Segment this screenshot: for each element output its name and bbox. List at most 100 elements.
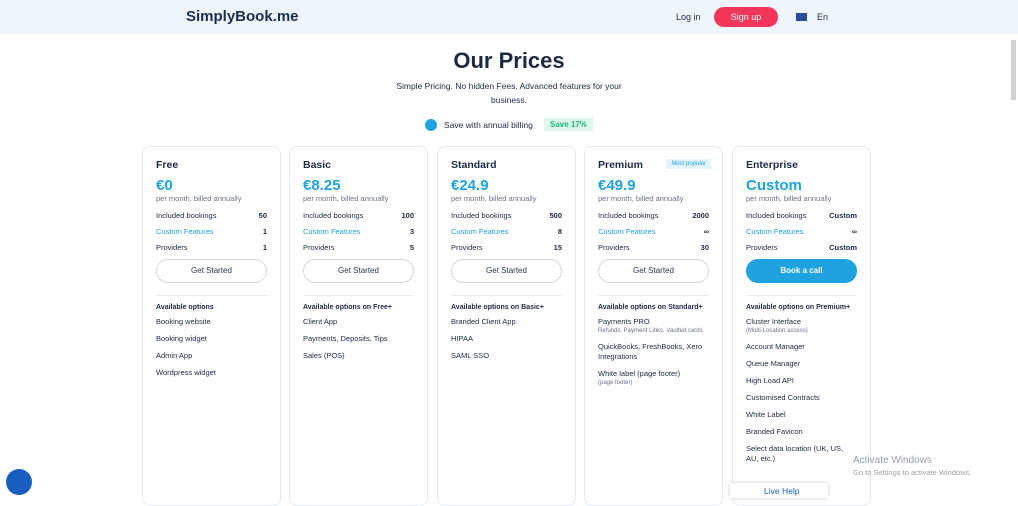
feature-row: Included bookings 50 [156, 211, 267, 220]
plan-period: per month, billed annually [156, 194, 242, 203]
feature-row: Providers 1 [156, 243, 267, 252]
feature-row: Custom Features 3 [303, 227, 414, 236]
plan-price: €8.25 [303, 177, 341, 194]
watermark-title: Activate Windows [853, 455, 932, 466]
plan-button[interactable]: Get Started [303, 259, 414, 283]
option-text: HIPAA [451, 334, 473, 343]
subtitle: Simple Pricing. No hidden Fees. Advanced… [396, 81, 622, 105]
plan-period: per month, billed annually [598, 194, 684, 203]
plan-card: Premium Most popular €49.9 per month, bille… [584, 146, 723, 506]
option-text: Queue Manager [746, 359, 801, 368]
feature-label: Custom Features [451, 227, 509, 236]
feature-label: Custom Features [746, 227, 804, 236]
feature-label: Custom Features [598, 227, 656, 236]
plan-period: per month, billed annually [746, 194, 832, 203]
plan-card: Standard €24.9 per month, billed annually I… [437, 146, 576, 506]
option: White label (page footer) (page footer) [598, 369, 709, 387]
option-note: (Multi-Location access) [746, 328, 808, 334]
plan-badge: Most popular [666, 159, 711, 169]
plan-price: €49.9 [598, 177, 636, 194]
option-note: Refunds, Payment Links, Vaulted cards [598, 328, 703, 334]
plan-card: Enterprise Custom per month, billed annual… [732, 146, 871, 506]
options-title: Available options on Basic+ [451, 304, 544, 311]
option-text: Payments, Deposits, Tips [303, 334, 388, 343]
feature-value: 1 [262, 227, 267, 236]
plan-name: Free [156, 159, 179, 171]
plan-price: Custom [746, 177, 802, 194]
feature-label: Providers [156, 243, 188, 252]
feature-value: 500 [549, 211, 562, 220]
option: Payments, Deposits, Tips [303, 334, 414, 344]
feature-value: 100 [401, 211, 414, 220]
plan-button[interactable]: Get Started [598, 259, 709, 283]
option: QuickBooks, FreshBooks, Xero Integration… [598, 342, 709, 362]
feature-value: ∞ [851, 227, 857, 236]
feature-value: ∞ [703, 227, 709, 236]
save-badge: Save 17% [544, 118, 593, 131]
option-text: Booking widget [156, 334, 207, 343]
option-text: Wordpress widget [156, 368, 216, 377]
option-text: Payments PRO [598, 317, 650, 326]
option-text: QuickBooks, FreshBooks, Xero Integration… [598, 342, 703, 361]
plan-button[interactable]: Get Started [156, 259, 267, 283]
option-text: SAML SSO [451, 351, 490, 360]
option: Branded Favicon [746, 427, 857, 437]
flag-icon [796, 13, 807, 21]
options-title: Available options on Premium+ [746, 304, 851, 311]
feature-label: Providers [303, 243, 335, 252]
feature-label: Included bookings [451, 211, 512, 220]
plan-name: Enterprise [746, 159, 798, 171]
option-text: Select data location (UK, US, AU, etc.) [746, 444, 844, 463]
feature-value: Custom [829, 211, 857, 220]
feature-row: Custom Features ∞ [598, 227, 709, 236]
option: Select data location (UK, US, AU, etc.) [746, 444, 857, 464]
feature-value: 3 [409, 227, 414, 236]
feature-label: Providers [746, 243, 778, 252]
option: Queue Manager [746, 359, 857, 369]
option-text: Sales (POS) [303, 351, 345, 360]
feature-label: Providers [451, 243, 483, 252]
option: SAML SSO [451, 351, 562, 361]
feature-value: 5 [409, 243, 414, 252]
plan-button[interactable]: Book a call [746, 259, 857, 283]
feature-value: 30 [700, 243, 709, 252]
feature-row: Custom Features ∞ [746, 227, 857, 236]
plan-period: per month, billed annually [303, 194, 389, 203]
login-link[interactable]: Log in [676, 12, 701, 22]
feature-row: Custom Features 8 [451, 227, 562, 236]
accessibility-button[interactable] [6, 469, 32, 495]
signup-button[interactable]: Sign up [714, 7, 778, 27]
billing-toggle[interactable] [425, 119, 437, 131]
option-note: (page footer) [598, 380, 633, 386]
feature-label: Providers [598, 243, 630, 252]
page-title: Our Prices [453, 48, 565, 73]
option-text: Booking website [156, 317, 211, 326]
separator [598, 295, 709, 296]
feature-value: 1 [262, 243, 267, 252]
language[interactable]: En [817, 12, 829, 22]
feature-label: Custom Features [156, 227, 214, 236]
plan-price: €24.9 [451, 177, 489, 194]
feature-row: Included bookings 2000 [598, 211, 709, 220]
option-text: White label (page footer) [598, 369, 681, 378]
feature-row: Included bookings 500 [451, 211, 562, 220]
feature-row: Providers 15 [451, 243, 562, 252]
separator [451, 295, 562, 296]
options-title: Available options [156, 304, 214, 311]
feature-value: 50 [258, 211, 267, 220]
live-help[interactable]: Live Help [730, 483, 828, 498]
option: White Label [746, 410, 857, 420]
feature-row: Included bookings 100 [303, 211, 414, 220]
option-text: White Label [746, 410, 786, 419]
scrollbar [1011, 40, 1016, 100]
plan-button[interactable]: Get Started [451, 259, 562, 283]
option: Client App [303, 317, 414, 327]
feature-row: Included bookings Custom [746, 211, 857, 220]
feature-value: 2000 [692, 211, 709, 220]
logo[interactable]: SimplyBook.me [186, 8, 299, 25]
plan-name: Basic [303, 159, 332, 171]
plan-name: Premium [598, 159, 643, 171]
plan-price: €0 [156, 177, 173, 194]
separator [156, 295, 267, 296]
